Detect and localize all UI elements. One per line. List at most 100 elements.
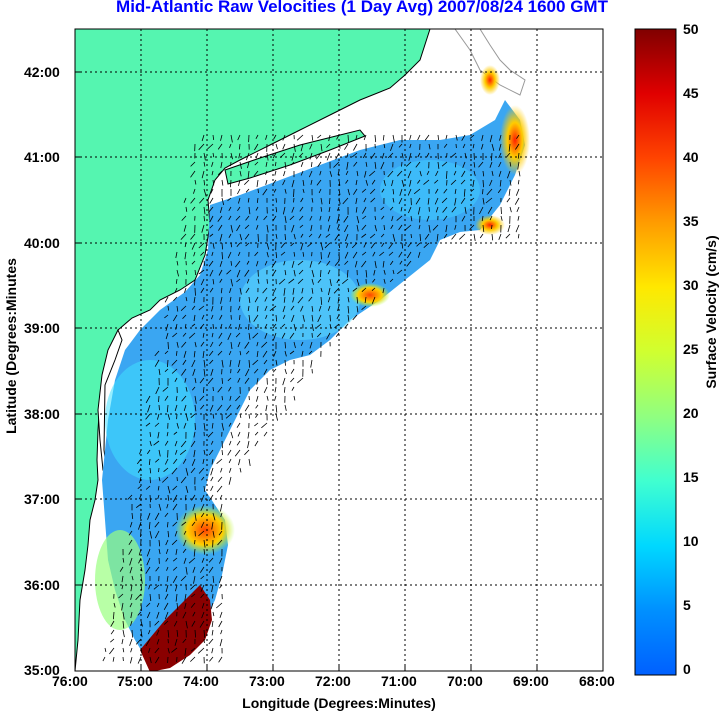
velocity-arrow	[237, 206, 241, 212]
velocity-arrow	[199, 323, 205, 329]
velocity-arrow	[266, 242, 270, 250]
velocity-arrow	[234, 449, 241, 457]
velocity-arrow	[409, 179, 412, 187]
velocity-arrow	[190, 584, 196, 590]
velocity-arrow	[155, 566, 160, 572]
x-tick-69: 69:00	[513, 673, 549, 689]
velocity-arrow	[472, 143, 475, 149]
velocity-arrow	[201, 134, 205, 142]
velocity-arrow	[212, 530, 215, 538]
velocity-arrow	[163, 620, 169, 625]
velocity-arrow	[311, 305, 314, 312]
velocity-arrow	[517, 152, 520, 159]
velocity-arrow	[361, 233, 367, 238]
velocity-arrow	[183, 557, 187, 564]
velocity-arrow	[245, 215, 250, 221]
velocity-arrow	[362, 206, 367, 214]
velocity-arrow	[365, 161, 368, 167]
velocity-arrow	[208, 449, 214, 456]
velocity-arrow	[264, 323, 268, 329]
velocity-arrow	[190, 161, 196, 167]
velocity-arrow	[517, 215, 520, 221]
velocity-arrow	[246, 260, 250, 265]
velocity-arrow	[212, 548, 215, 556]
velocity-arrow	[153, 440, 160, 446]
velocity-arrow	[473, 170, 476, 176]
velocity-arrow	[139, 494, 142, 500]
velocity-arrow	[333, 161, 340, 168]
velocity-arrow	[280, 242, 286, 249]
velocity-arrow	[470, 188, 475, 192]
velocity-arrow	[257, 278, 260, 284]
velocity-arrow	[221, 440, 223, 449]
velocity-arrow	[336, 215, 340, 224]
velocity-arrow	[426, 215, 430, 222]
velocity-arrow	[362, 215, 367, 220]
velocity-arrow	[148, 629, 151, 635]
velocity-arrow	[221, 359, 224, 368]
velocity-arrow	[508, 188, 511, 196]
velocity-arrow	[284, 161, 287, 169]
velocity-arrow	[229, 296, 232, 302]
velocity-arrow	[410, 215, 413, 222]
velocity-arrow	[181, 215, 187, 221]
velocity-arrow	[234, 260, 241, 268]
velocity-arrow	[191, 260, 196, 265]
velocity-arrow	[355, 134, 358, 140]
velocity-arrow	[266, 278, 268, 284]
velocity-arrow	[327, 269, 331, 275]
velocity-arrow	[252, 332, 259, 339]
velocity-arrow	[370, 197, 376, 203]
velocity-arrow	[172, 566, 178, 571]
velocity-arrow	[209, 197, 214, 204]
velocity-arrow	[328, 134, 331, 142]
velocity-arrow	[230, 341, 233, 350]
velocity-arrow	[269, 305, 277, 312]
velocity-arrow	[320, 197, 323, 205]
y-tick-41: 41:00	[24, 149, 60, 165]
velocity-arrow	[165, 557, 169, 562]
velocity-arrow	[216, 458, 223, 465]
velocity-arrow	[237, 134, 241, 141]
velocity-arrow	[230, 152, 233, 160]
velocity-arrow	[473, 233, 476, 241]
velocity-arrow	[478, 161, 484, 168]
velocity-arrow	[374, 215, 376, 221]
velocity-arrow	[266, 224, 269, 233]
velocity-arrow	[203, 368, 206, 377]
velocity-arrow	[217, 143, 223, 150]
velocity-arrow	[176, 341, 179, 348]
velocity-arrow	[149, 494, 151, 503]
velocity-arrow	[220, 305, 223, 311]
velocity-arrow	[423, 179, 430, 185]
velocity-arrow	[239, 467, 242, 473]
velocity-arrow	[272, 296, 277, 301]
velocity-arrow	[406, 251, 412, 259]
velocity-arrow	[263, 368, 268, 375]
velocity-vectors	[102, 134, 521, 664]
velocity-arrow	[347, 305, 350, 314]
velocity-arrow	[307, 242, 313, 248]
velocity-arrow	[193, 314, 196, 322]
velocity-arrow	[500, 206, 502, 215]
velocity-arrow	[407, 188, 412, 196]
velocity-arrow	[191, 494, 196, 501]
velocity-arrow	[272, 179, 277, 185]
velocity-arrow	[158, 395, 160, 403]
velocity-arrow	[140, 530, 142, 538]
velocity-arrow	[274, 170, 277, 176]
velocity-arrow	[282, 314, 286, 319]
x-axis-label: Longitude (Degrees:Minutes)	[242, 695, 436, 711]
velocity-arrow	[290, 161, 295, 166]
velocity-arrow	[441, 197, 448, 204]
velocity-arrow	[247, 161, 250, 169]
velocity-arrow	[198, 143, 205, 151]
velocity-arrow	[470, 197, 475, 201]
velocity-arrow	[370, 188, 376, 195]
velocity-arrow	[211, 629, 214, 636]
velocity-arrow	[202, 350, 205, 359]
velocity-arrow	[219, 584, 223, 589]
velocity-arrow	[221, 242, 223, 250]
velocity-arrow	[262, 350, 268, 358]
velocity-arrow	[194, 377, 197, 384]
